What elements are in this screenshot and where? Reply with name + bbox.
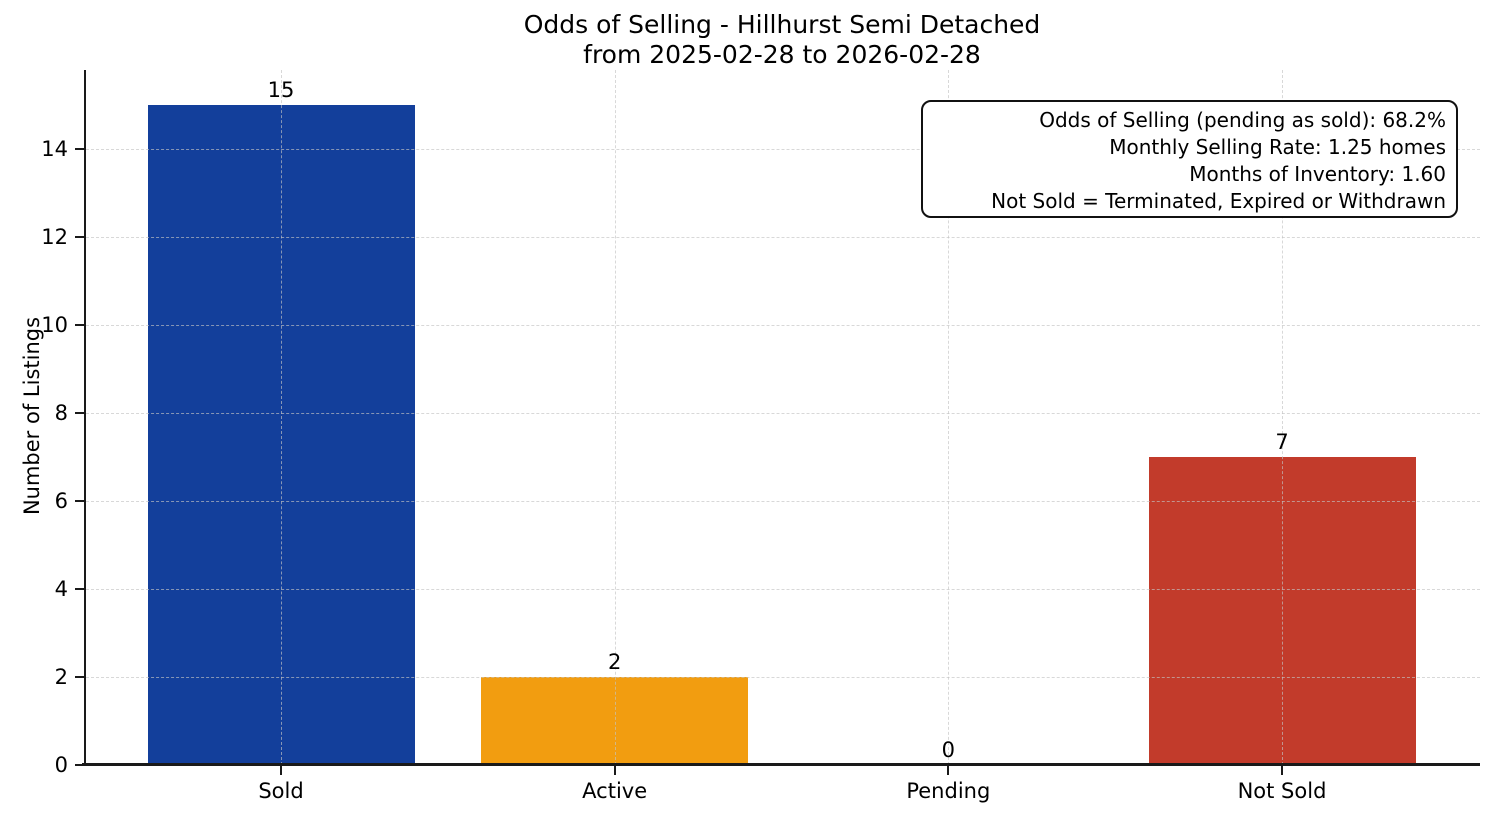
gridline-h-14 [86, 149, 1480, 151]
annotation-line-odds: Odds of Selling (pending as sold): 68.2% [1039, 108, 1446, 132]
y-tick-label-10: 10 [41, 313, 68, 338]
chart-title: Odds of Selling - Hillhurst Semi Detache… [523, 10, 1041, 39]
gridline-h-10 [86, 325, 1480, 327]
bar-value-label-active: 2 [607, 650, 622, 674]
gridline-h-6 [86, 501, 1480, 503]
y-tick-label-6: 6 [54, 489, 68, 514]
y-tick-label-8: 8 [54, 401, 68, 426]
annotation-line-inventory: Months of Inventory: 1.60 [1189, 162, 1446, 186]
y-tick-mark-14 [75, 148, 84, 151]
y-tick-label-2: 2 [54, 665, 68, 690]
x-tick-mark-pending [947, 765, 950, 775]
y-axis-line [84, 70, 86, 765]
annotation-line-notsold-def: Not Sold = Terminated, Expired or Withdr… [991, 189, 1446, 213]
y-tick-mark-2 [75, 676, 84, 679]
chart-title-block: Odds of Selling - Hillhurst Semi Detache… [84, 10, 1480, 70]
bar-value-label-pending: 0 [941, 738, 956, 762]
y-tick-mark-8 [75, 412, 84, 415]
y-tick-label-12: 12 [41, 225, 68, 250]
x-tick-label-active: Active [582, 779, 648, 803]
y-tick-mark-0 [75, 764, 84, 766]
x-tick-mark-not-sold [1281, 765, 1283, 775]
x-tick-label-sold: Sold [258, 779, 304, 803]
y-tick-label-4: 4 [54, 577, 68, 602]
annotation-line-rate: Monthly Selling Rate: 1.25 homes [1109, 135, 1446, 159]
annotation-box: Odds of Selling (pending as sold): 68.2%… [921, 100, 1458, 218]
gridline-h-4 [86, 589, 1480, 591]
gridline-h-2 [86, 677, 1480, 679]
gridline-v-pending [948, 70, 950, 765]
x-tick-mark-sold [280, 765, 282, 775]
chart-subtitle: from 2025-02-28 to 2026-02-28 [583, 40, 981, 69]
y-tick-mark-4 [75, 588, 84, 591]
gridline-h-12 [86, 237, 1480, 239]
x-tick-label-pending: Pending [906, 779, 991, 803]
gridline-v-not-sold [1282, 70, 1283, 765]
y-tick-mark-10 [75, 324, 84, 327]
y-tick-label-14: 14 [41, 137, 68, 162]
bar-value-label-sold: 15 [267, 78, 295, 102]
gridline-h-8 [86, 413, 1480, 415]
plot-area: 0 2 4 6 8 10 12 14 15 Sold 2 Active 0 Pending 7 Not Sol… [41, 70, 1480, 803]
x-tick-label-not-sold: Not Sold [1237, 779, 1327, 803]
bar-value-label-not-sold: 7 [1275, 430, 1289, 454]
gridline-v-sold [281, 70, 282, 765]
y-tick-mark-6 [75, 500, 84, 503]
y-tick-mark-12 [75, 236, 84, 239]
x-axis-line [82, 763, 1480, 766]
gridline-v-active [614, 70, 616, 765]
y-tick-label-0: 0 [54, 753, 68, 777]
x-tick-mark-active [613, 765, 616, 775]
